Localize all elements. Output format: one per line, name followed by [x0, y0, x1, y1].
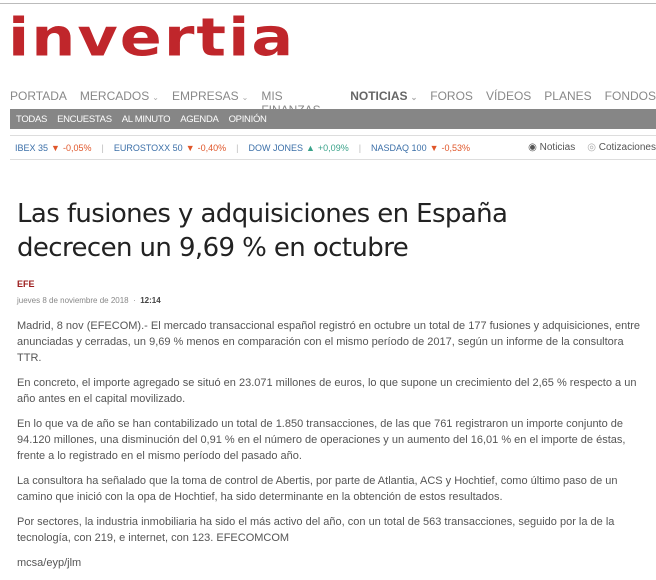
article-title: Las fusiones y adquisiciones en España d…: [17, 199, 508, 263]
paragraph: Por sectores, la industria inmobiliaria …: [17, 516, 615, 544]
chevron-down-icon: ⌄: [152, 93, 159, 102]
radio-cotizaciones[interactable]: ◎ Cotizaciones: [587, 142, 656, 153]
article-source[interactable]: EFE: [17, 279, 35, 289]
arrow-down-icon: ▼: [429, 142, 439, 153]
ticker-nasdaq100[interactable]: NASDAQ 100 ▼ -0,53%: [371, 142, 471, 153]
nav-fondos[interactable]: FONDOS: [604, 89, 656, 103]
nav-noticias[interactable]: NOTICIAS ⌄: [350, 89, 418, 103]
ticker-eurostoxx50[interactable]: EUROSTOXX 50 ▼ -0,40%: [113, 142, 227, 153]
subnav-opinion[interactable]: OPINIÓN: [228, 113, 267, 125]
nav-portada[interactable]: PORTADA: [10, 89, 67, 103]
invertia-logo[interactable]: invertia: [8, 6, 296, 69]
nav-empresas[interactable]: EMPRESAS ⌄: [171, 89, 249, 103]
paragraph: En lo que va de año se han contabilizado…: [17, 418, 626, 462]
paragraph: Madrid, 8 nov (EFECOM).- El mercado tran…: [17, 320, 641, 364]
paragraph: En concreto, el importe agregado se situ…: [17, 377, 637, 405]
subnav-todas[interactable]: TODAS: [16, 113, 48, 125]
article-date: jueves 8 de noviembre de 2018 · 12:14: [17, 296, 161, 305]
chevron-down-icon: ⌄: [241, 93, 249, 102]
top-divider: [0, 3, 656, 4]
subnav-agenda[interactable]: AGENDA: [180, 113, 219, 125]
ticker-ibex35[interactable]: IBEX 35 ▼ -0,05%: [15, 142, 92, 153]
radio-checked-icon: ◉: [528, 142, 537, 153]
signature: mcsa/eyp/jlm: [17, 557, 82, 569]
divider: |: [236, 142, 239, 153]
divider: |: [358, 142, 362, 153]
article-time: 12:14: [140, 296, 161, 305]
main-nav: PORTADA MERCADOS⌄ EMPRESAS⌄ MIS FINANZAS…: [10, 89, 656, 117]
divider: |: [101, 142, 104, 153]
market-ticker: IBEX 35 ▼ -0,05% | EUROSTOXX 50 ▼ -0,40% | D…: [10, 135, 656, 160]
arrow-down-icon: ▼: [185, 142, 195, 153]
article-body: Madrid, 8 nov (EFECOM).- El mercado tran…: [17, 318, 642, 580]
ticker-mode-radios: ◉ Noticias ◎ Cotizaciones: [528, 142, 656, 153]
paragraph: La consultora ha señalado que la toma de…: [17, 475, 618, 503]
nav-mercados[interactable]: MERCADOS ⌄: [79, 89, 159, 103]
nav-videos[interactable]: VÍDEOS: [485, 89, 532, 103]
sub-nav: TODAS ENCUESTAS AL MINUTO AGENDA OPINIÓN: [10, 109, 656, 129]
ticker-dow-jones[interactable]: DOW JONES ▲ +0,09%: [248, 142, 349, 153]
arrow-up-icon: ▲: [306, 142, 315, 153]
subnav-al-minuto[interactable]: AL MINUTO: [121, 113, 171, 125]
chevron-down-icon: ⌄: [410, 93, 418, 102]
nav-planes[interactable]: PLANES: [544, 89, 592, 103]
nav-foros[interactable]: FOROS: [430, 89, 473, 103]
radio-unchecked-icon: ◎: [587, 142, 596, 153]
subnav-encuestas[interactable]: ENCUESTAS: [57, 113, 112, 125]
arrow-down-icon: ▼: [51, 142, 60, 153]
radio-noticias[interactable]: ◉ Noticias: [528, 142, 576, 153]
